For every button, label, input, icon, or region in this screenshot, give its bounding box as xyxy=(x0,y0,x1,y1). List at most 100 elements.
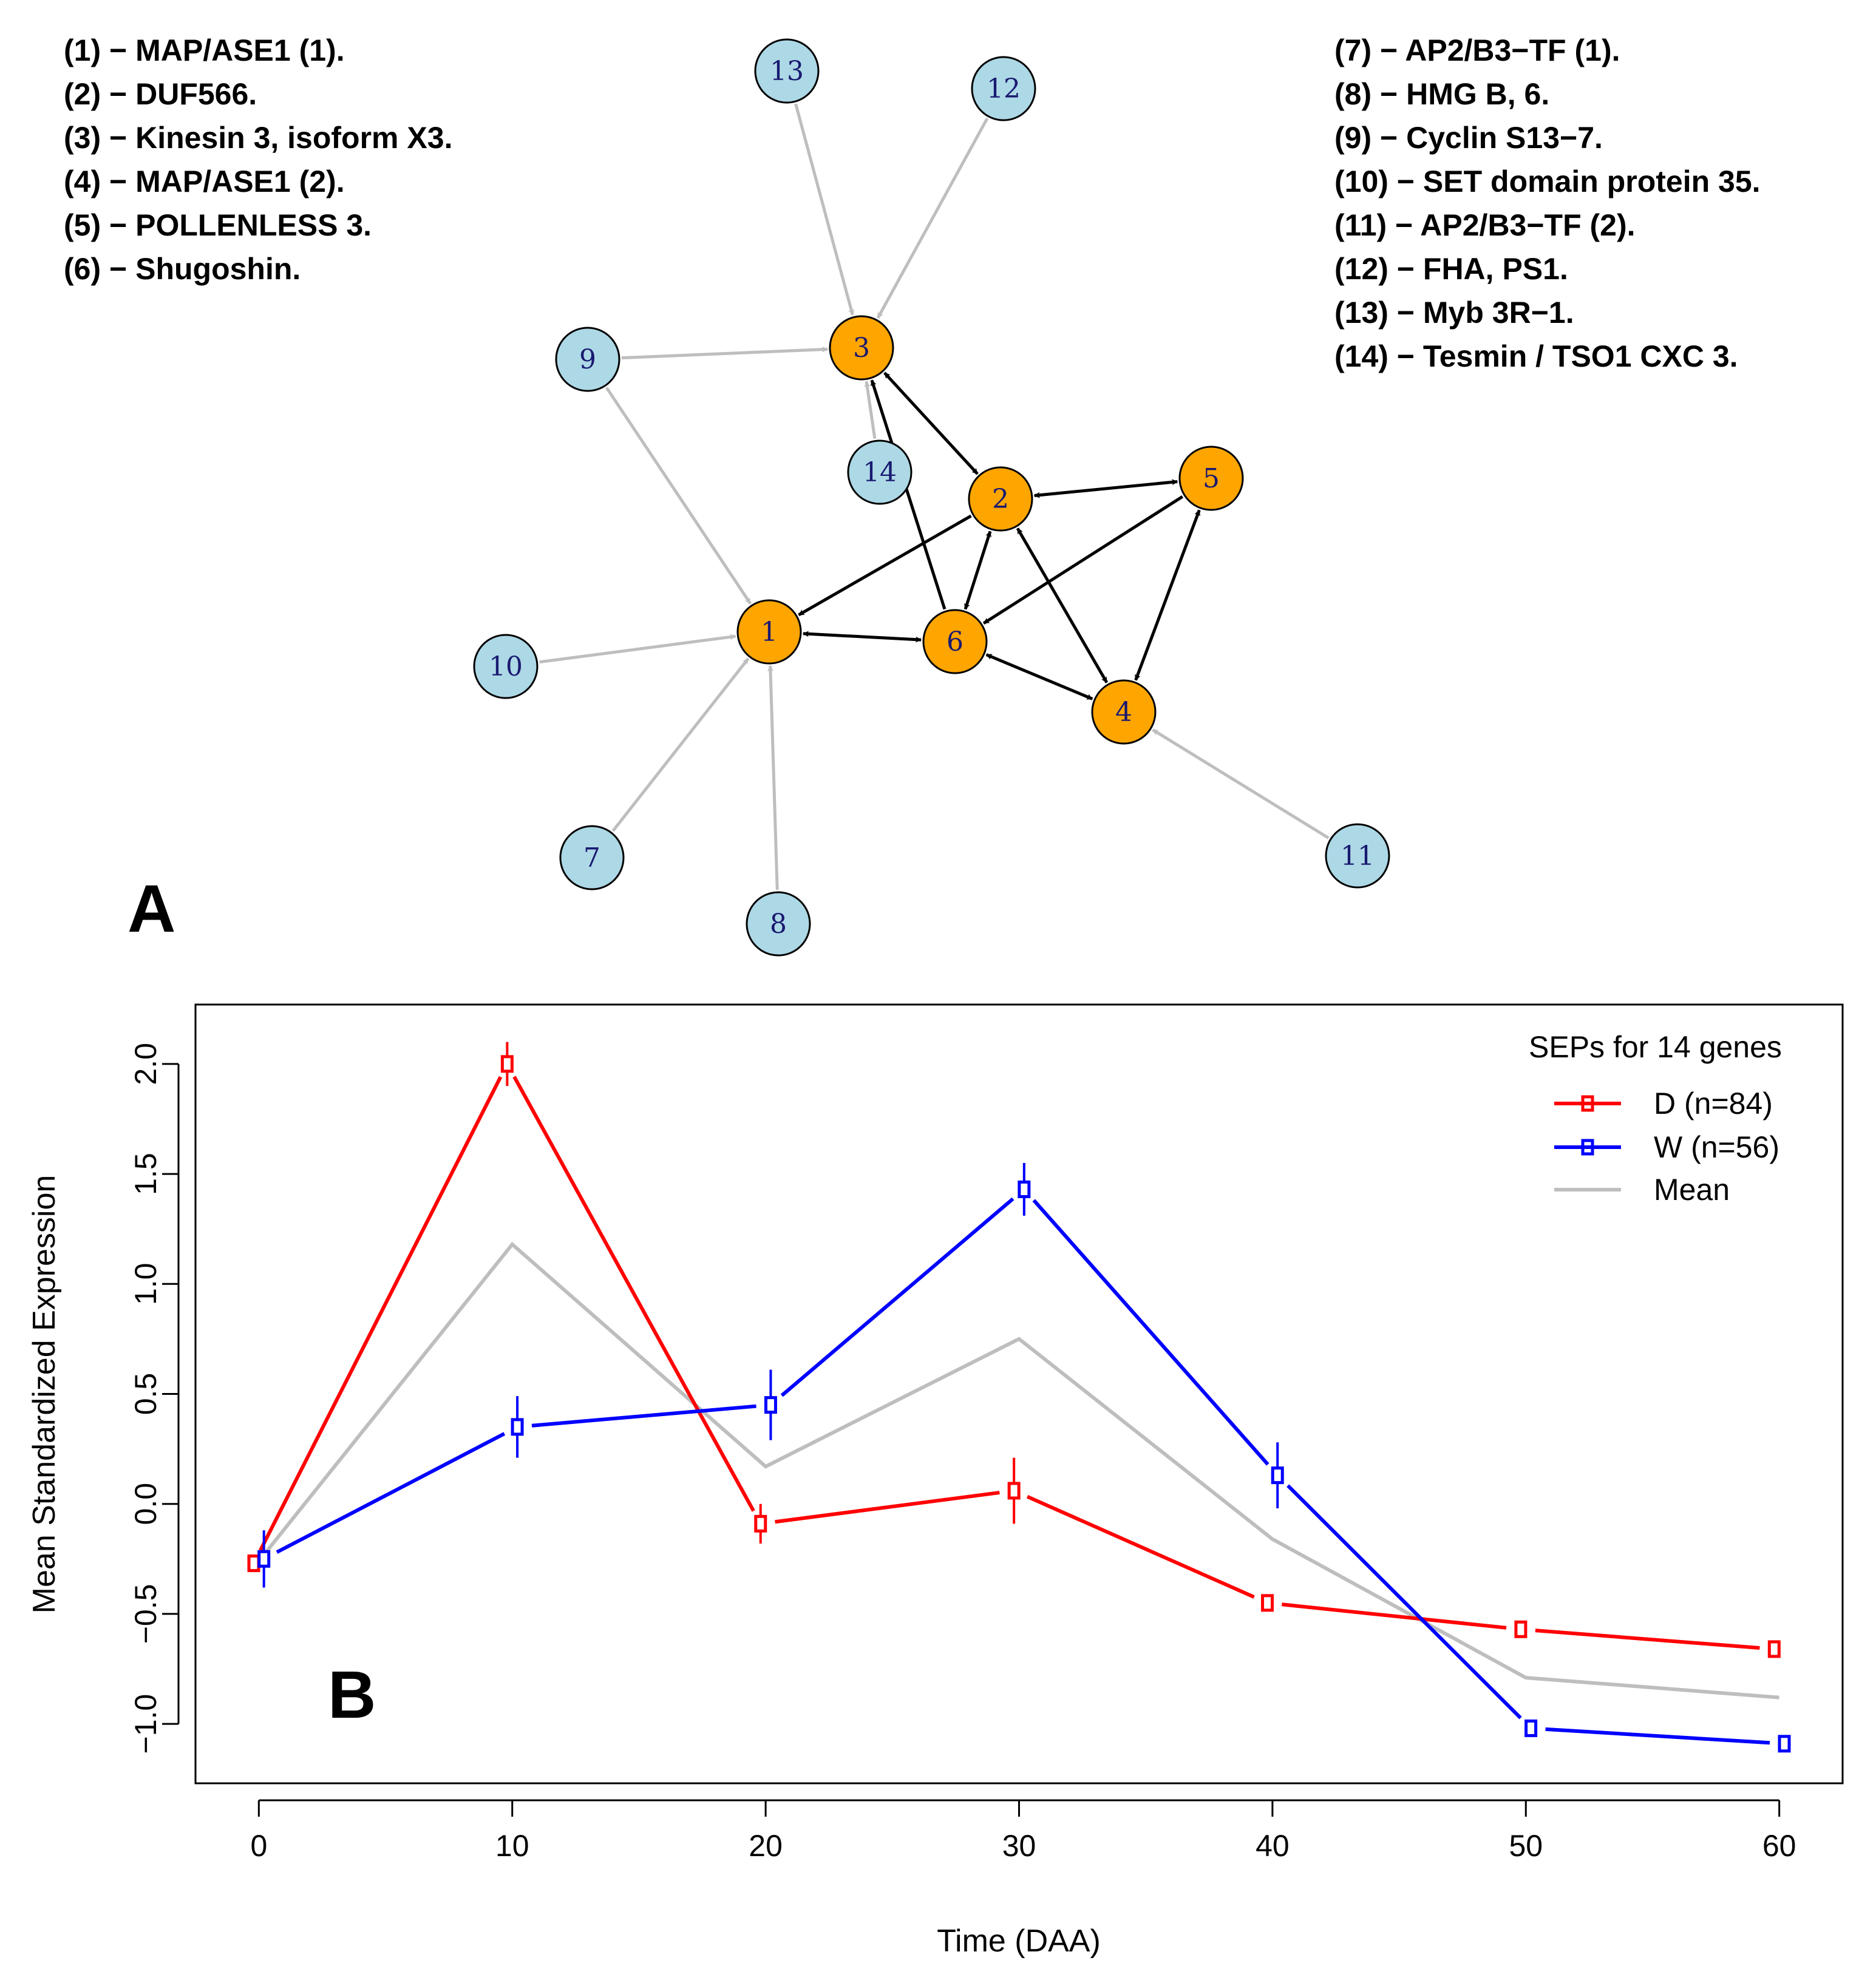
network-node-label: 1 xyxy=(761,617,778,648)
network-node-label: 5 xyxy=(1203,463,1220,494)
data-point xyxy=(1514,1620,1528,1638)
y-tick-label: 2.0 xyxy=(129,1043,163,1085)
legend-label-mean: Mean xyxy=(1654,1173,1730,1207)
legend-title: SEPs for 14 genes xyxy=(1529,1030,1782,1064)
legend-left-item: (6) − Shugoshin. xyxy=(64,252,301,286)
core-edge xyxy=(798,514,972,617)
data-point xyxy=(764,1396,777,1414)
regulatory-edge xyxy=(876,117,989,319)
data-point xyxy=(1778,1735,1791,1753)
legend-right-item: (9) − Cyclin S13−7. xyxy=(1334,121,1603,155)
regulatory-edge xyxy=(621,346,829,360)
network-node-6 xyxy=(922,609,988,674)
core-edge xyxy=(1016,527,1109,683)
network-node-label: 2 xyxy=(992,484,1009,515)
network-node-label: 8 xyxy=(770,909,787,940)
core-edge xyxy=(802,631,922,643)
y-tick-label: −1.0 xyxy=(129,1694,163,1754)
x-tick-label: 30 xyxy=(1002,1829,1036,1863)
y-axis-title: Mean Standardized Expression xyxy=(27,1175,62,1614)
y-tick-label: 1.5 xyxy=(129,1153,163,1195)
legend-right-item: (8) − HMG B, 6. xyxy=(1334,77,1549,111)
chart-legend: SEPs for 14 genes D (n=84) W (n=56) Mean xyxy=(1529,1030,1782,1207)
core-edge xyxy=(963,530,992,610)
series-line xyxy=(257,1241,1779,1700)
core-edge xyxy=(982,495,1184,625)
network-node-4 xyxy=(1091,679,1157,745)
plot-frame xyxy=(194,1003,1844,1785)
regulatory-edge xyxy=(611,657,750,832)
series-segment xyxy=(512,1076,755,1512)
network-node-2 xyxy=(968,466,1033,532)
regulatory-edge xyxy=(767,665,779,890)
y-tick-label: 1.0 xyxy=(129,1263,163,1306)
data-point xyxy=(1271,1466,1284,1485)
legend-label-w: W (n=56) xyxy=(1654,1130,1779,1164)
legend-left-item: (4) − MAP/ASE1 (2). xyxy=(64,164,345,198)
core-edge xyxy=(870,379,946,610)
network-node-7 xyxy=(559,825,625,890)
legend-left-item: (3) − Kinesin 3, isoform X3. xyxy=(64,121,452,155)
legend-right-item: (12) − FHA, PS1. xyxy=(1334,252,1568,286)
regulatory-edge xyxy=(605,387,752,605)
legend-left-item: (2) − DUF566. xyxy=(64,77,257,111)
network-node-11 xyxy=(1325,823,1390,889)
network-node-label: 10 xyxy=(489,651,523,682)
series-d xyxy=(247,1042,1781,1658)
series-w xyxy=(257,1162,1791,1753)
core-edge xyxy=(1134,509,1201,681)
x-axis-title: Time (DAA) xyxy=(937,1924,1101,1959)
network-legend-right: (7) − AP2/B3−TF (1). (8) − HMG B, 6. (9)… xyxy=(1334,33,1761,373)
legend-left-item: (1) − MAP/ASE1 (1). xyxy=(64,33,345,67)
x-tick-label: 20 xyxy=(749,1829,783,1863)
x-tick-label: 60 xyxy=(1762,1829,1796,1863)
data-point xyxy=(257,1550,271,1568)
legend-left-item: (5) − POLLENLESS 3. xyxy=(64,208,372,242)
legend-right-item: (10) − SET domain protein 35. xyxy=(1334,164,1761,198)
network-node-12 xyxy=(971,56,1036,121)
series-segment xyxy=(1282,1602,1507,1630)
data-point xyxy=(247,1554,260,1573)
y-tick-label: −0.5 xyxy=(129,1584,163,1644)
chart-series xyxy=(247,1042,1791,1753)
legend-marker-w xyxy=(1581,1139,1594,1156)
network-node-3 xyxy=(829,315,894,381)
legend-label-d: D (n=84) xyxy=(1654,1086,1773,1120)
network-node-label: 6 xyxy=(946,626,963,657)
legend-marker-d xyxy=(1581,1095,1594,1112)
legend-right-item: (14) − Tesmin / TSO1 CXC 3. xyxy=(1334,339,1738,373)
panel-label-b: B xyxy=(328,1658,376,1732)
core-edge xyxy=(985,653,1093,700)
series-segment xyxy=(259,1076,503,1551)
regulatory-edge xyxy=(1152,728,1330,839)
network-node-label: 7 xyxy=(583,842,600,873)
data-point xyxy=(1261,1594,1274,1612)
network-node-label: 13 xyxy=(770,56,804,87)
y-tick-label: 0.5 xyxy=(129,1373,163,1415)
network-node-5 xyxy=(1178,446,1244,511)
series-mean xyxy=(257,1241,1779,1700)
network-legend-left: (1) − MAP/ASE1 (1). (2) − DUF566. (3) − … xyxy=(64,33,452,286)
series-segment xyxy=(775,1491,1000,1524)
regulatory-edge xyxy=(864,381,877,439)
series-segment xyxy=(780,1197,1014,1397)
chart-axes: 0 10 20 30 40 50 60 −1.0 −0.5 0.0 0.5 1.0 1.5 2.0 xyxy=(129,1043,1796,1863)
network-node-label: 4 xyxy=(1115,697,1132,728)
x-tick-label: 0 xyxy=(250,1829,267,1863)
series-segment xyxy=(1026,1494,1255,1599)
x-tick-label: 50 xyxy=(1509,1829,1543,1863)
network-node-label: 3 xyxy=(853,333,870,364)
panel-label-a: A xyxy=(127,872,175,946)
network-node-label: 14 xyxy=(863,457,897,488)
core-edge xyxy=(883,371,979,475)
data-point xyxy=(754,1514,767,1533)
series-segment xyxy=(531,1404,756,1428)
data-point xyxy=(1007,1482,1021,1500)
network-node-10 xyxy=(473,634,539,699)
series-segment xyxy=(276,1432,506,1554)
data-point xyxy=(500,1055,514,1073)
data-point xyxy=(1767,1640,1781,1658)
network-node-13 xyxy=(754,38,820,104)
